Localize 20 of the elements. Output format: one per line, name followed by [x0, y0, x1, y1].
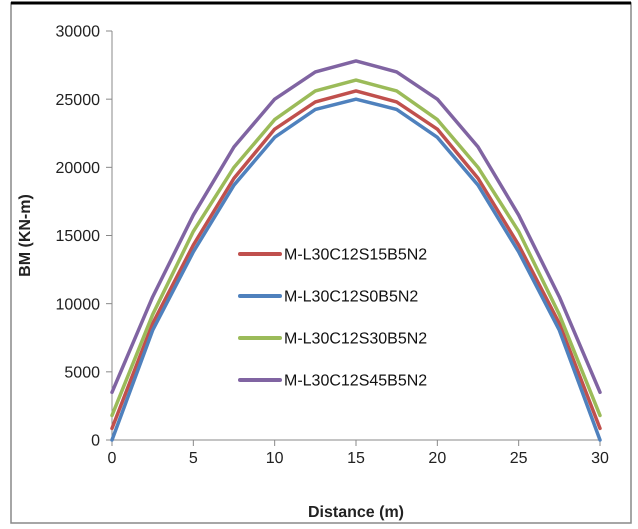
legend-label: M-L30C12S30B5N2 — [284, 330, 428, 348]
x-tick-label: 20 — [428, 450, 446, 467]
x-tick-label: 30 — [591, 450, 609, 467]
x-axis-title: Distance (m) — [308, 504, 404, 521]
y-tick-label: 30000 — [56, 24, 100, 41]
y-tick-label: 0 — [91, 432, 100, 450]
x-tick-label: 15 — [347, 450, 365, 467]
x-tick-label: 10 — [266, 450, 284, 467]
x-tick-label: 0 — [108, 450, 117, 467]
x-tick-label: 5 — [188, 450, 198, 467]
y-tick-label: 15000 — [56, 228, 100, 246]
legend-label: M-L30C12S0B5N2 — [284, 288, 418, 306]
y-tick-label: 10000 — [56, 296, 100, 314]
legend-label: M-L30C12S15B5N2 — [284, 246, 428, 264]
y-tick-label: 5000 — [64, 364, 100, 382]
y-axis-title: BM (KN-m) — [17, 194, 34, 277]
y-tick-label: 25000 — [56, 92, 100, 109]
y-tick-label: 20000 — [56, 160, 100, 177]
legend-label: M-L30C12S45B5N2 — [284, 372, 428, 390]
x-tick-label: 25 — [510, 450, 528, 467]
